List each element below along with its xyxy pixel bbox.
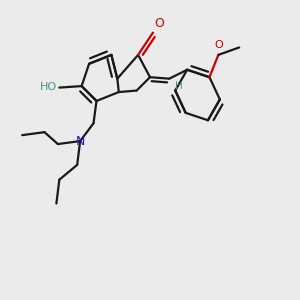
Text: HO: HO <box>40 82 57 92</box>
Text: H: H <box>175 81 183 91</box>
Text: N: N <box>76 135 85 148</box>
Text: O: O <box>214 40 223 50</box>
Text: O: O <box>154 17 164 30</box>
